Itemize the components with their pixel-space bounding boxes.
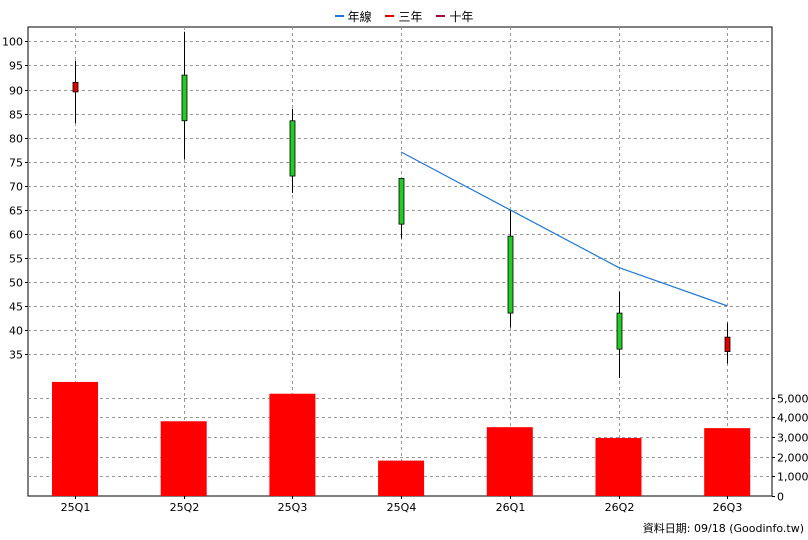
volume-bar [704, 428, 751, 496]
price-tick-label: 90 [9, 85, 23, 98]
candle-body [181, 74, 188, 122]
volume-tick-label: 4,000 [777, 412, 808, 425]
price-tick-label: 75 [9, 157, 23, 170]
price-tick-label: 35 [9, 349, 23, 362]
category-label: 26Q3 [713, 501, 743, 514]
price-tick-label: 95 [9, 60, 23, 73]
category-label: 25Q3 [278, 501, 308, 514]
volume-bar [52, 381, 98, 496]
legend-item-ten-year: 十年 [436, 8, 473, 25]
legend-label: 三年 [398, 9, 423, 24]
candle-body [507, 235, 514, 314]
price-tick-label: 80 [9, 133, 23, 146]
volume-tick-label: 1,000 [777, 471, 808, 484]
price-tick-label: 100 [2, 36, 23, 49]
candle-body [724, 336, 731, 352]
category-label: 25Q2 [170, 501, 200, 514]
volume-tick-label: 5,000 [777, 393, 808, 406]
legend-item-three-year: 三年 [385, 8, 423, 25]
candle-body [398, 178, 405, 225]
data-date-note: 資料日期: 09/18 (Goodinfo.tw) [642, 522, 804, 535]
volume-bar [486, 427, 533, 496]
legend-swatch [436, 15, 446, 17]
candle-body [616, 312, 623, 350]
volume-bar [269, 393, 316, 496]
volume-bar [378, 460, 425, 496]
legend-label: 年線 [347, 9, 372, 24]
price-tick-label: 70 [9, 181, 23, 194]
legend-label: 十年 [449, 9, 474, 24]
category-label: 26Q2 [605, 501, 635, 514]
legend-swatch [385, 15, 395, 17]
price-tick-label: 55 [9, 253, 23, 266]
price-tick-label: 85 [9, 109, 23, 122]
volume-tick-label: 3,000 [777, 432, 808, 445]
volume-bar [595, 437, 642, 496]
candle-body [72, 81, 79, 93]
category-label: 26Q1 [496, 501, 526, 514]
candle-body [289, 120, 296, 177]
plot-frame [27, 26, 773, 497]
price-tick-label: 50 [9, 277, 23, 290]
volume-tick-label: 2,000 [777, 452, 808, 465]
category-label: 25Q4 [387, 501, 417, 514]
volume-bar [160, 421, 207, 496]
legend-item-year-line: 年線 [334, 8, 372, 25]
legend-swatch [334, 15, 344, 17]
category-label: 25Q1 [61, 501, 91, 514]
year-line-series [400, 151, 728, 307]
price-tick-label: 45 [9, 301, 23, 314]
price-tick-label: 60 [9, 229, 23, 242]
legend: 年線 三年 十年 [0, 6, 808, 25]
price-tick-label: 65 [9, 205, 23, 218]
price-tick-label: 40 [9, 325, 23, 338]
volume-tick-label: 0 [777, 491, 784, 504]
